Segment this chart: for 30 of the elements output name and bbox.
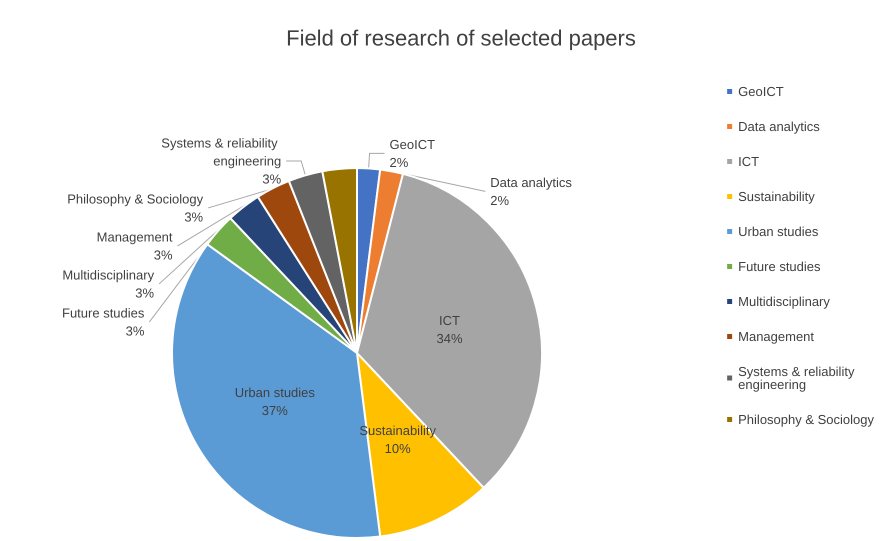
data-label: 34% bbox=[436, 330, 463, 346]
legend-label: Data analytics bbox=[738, 119, 820, 134]
data-label: 3% bbox=[135, 285, 155, 300]
chart-title: Field of research of selected papers bbox=[286, 26, 636, 50]
legend-label: Urban studies bbox=[738, 224, 819, 239]
legend-label: Sustainability bbox=[738, 189, 816, 204]
slice-label: Multidisciplinary bbox=[62, 267, 155, 282]
slice-label: Future studies bbox=[62, 305, 145, 320]
data-label: 3% bbox=[262, 171, 282, 186]
slice-label: ICT bbox=[439, 312, 460, 328]
slice-label: Systems & reliability engineering bbox=[161, 135, 282, 168]
legend-label: Future studies bbox=[738, 259, 822, 274]
data-label: 3% bbox=[126, 323, 145, 338]
legend-label: ICT bbox=[738, 154, 760, 169]
legend-label: GeoICT bbox=[738, 84, 784, 99]
data-label: 10% bbox=[384, 440, 412, 456]
slice-label: Philosophy & Sociology bbox=[67, 191, 204, 206]
slice-label: Data analytics bbox=[490, 174, 572, 190]
legend-label: Management bbox=[738, 329, 814, 344]
data-label: 3% bbox=[154, 247, 173, 262]
slice-label: Management bbox=[96, 229, 173, 244]
data-label: 3% bbox=[184, 209, 204, 224]
slice-label: Urban studies bbox=[234, 385, 316, 400]
data-label: 2% bbox=[390, 154, 409, 170]
data-label: 2% bbox=[490, 192, 510, 208]
slice-label: GeoICT bbox=[390, 136, 436, 152]
legend-label: Philosophy & Sociology bbox=[738, 412, 874, 427]
legend-label: Systems & reliability engineering bbox=[738, 364, 858, 392]
data-label: 37% bbox=[262, 403, 288, 418]
legend-label: Multidisciplinary bbox=[738, 294, 830, 309]
